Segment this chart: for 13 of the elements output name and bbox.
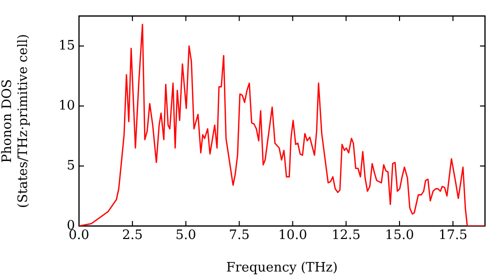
x-axis-title: Frequency (THz) xyxy=(226,260,338,276)
x-tick-label: 17.5 xyxy=(438,228,468,244)
y-tick-label: 5 xyxy=(66,158,75,174)
y-axis-title: Phonon DOS (States/THz·primitive cell) xyxy=(0,34,31,208)
y-tick-label: 15 xyxy=(58,38,75,54)
y-tick-label: 10 xyxy=(58,98,75,114)
x-tick-label: 15.0 xyxy=(385,228,414,244)
x-tick-label: 2.5 xyxy=(122,228,143,244)
x-tick-label: 7.5 xyxy=(228,228,250,244)
x-tick-label: 0.0 xyxy=(68,228,90,244)
x-tick-label: 12.5 xyxy=(332,228,361,244)
x-tick-label: 10.0 xyxy=(278,228,308,244)
x-tick-label: 5.0 xyxy=(176,228,196,244)
